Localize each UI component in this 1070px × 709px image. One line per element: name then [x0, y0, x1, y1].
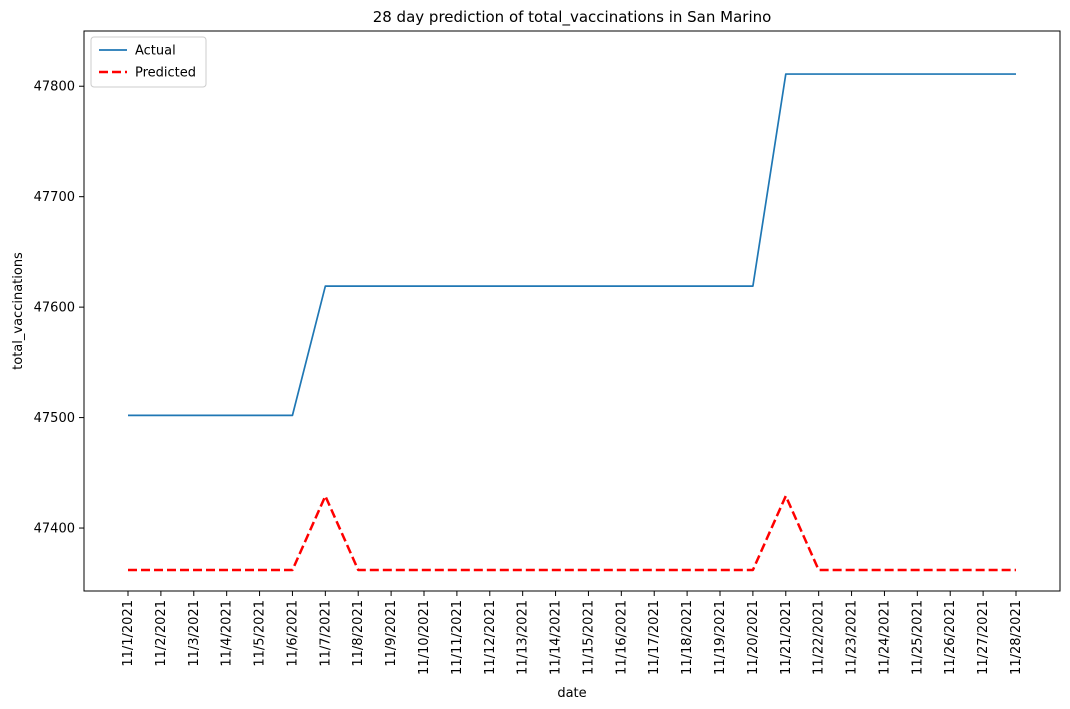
plot-frame — [83, 30, 1061, 592]
x-tick-label: 11/26/2021 — [943, 600, 958, 675]
x-tick-label: 11/11/2021 — [450, 600, 465, 675]
legend-label-predicted: Predicted — [135, 66, 196, 81]
x-axis: 11/1/2021 11/2/2021 11/3/2021 11/4/2021 11/5… — [121, 591, 1024, 675]
x-tick-label: 11/10/2021 — [417, 600, 432, 675]
x-tick-label: 11/27/2021 — [976, 600, 991, 675]
x-tick-label: 11/16/2021 — [614, 600, 629, 675]
legend-label-actual: Actual — [135, 44, 176, 59]
y-tick-label: 47700 — [34, 190, 75, 205]
x-tick-label: 11/13/2021 — [516, 600, 531, 675]
y-tick-label: 47600 — [34, 301, 75, 316]
x-tick-label: 11/23/2021 — [845, 600, 860, 675]
x-tick-label: 11/14/2021 — [549, 600, 564, 675]
x-tick-label: 11/4/2021 — [220, 600, 235, 667]
x-tick-label: 11/6/2021 — [285, 600, 300, 667]
x-tick-label: 11/2/2021 — [154, 600, 169, 667]
x-tick-label: 11/3/2021 — [187, 600, 202, 667]
x-axis-label: date — [557, 686, 586, 701]
x-tick-label: 11/22/2021 — [812, 600, 827, 675]
x-tick-label: 11/21/2021 — [779, 600, 794, 675]
chart-title: 28 day prediction of total_vaccinations … — [373, 8, 772, 27]
x-tick-label: 11/24/2021 — [877, 600, 892, 675]
x-tick-label: 11/7/2021 — [318, 600, 333, 667]
x-tick-label: 11/17/2021 — [647, 600, 662, 675]
x-tick-label: 11/1/2021 — [121, 600, 136, 667]
x-tick-label: 11/15/2021 — [581, 600, 596, 675]
y-axis-label: total_vaccinations — [11, 252, 26, 370]
legend: Actual Predicted — [90, 36, 207, 88]
x-tick-label: 11/28/2021 — [1009, 600, 1024, 675]
y-tick-label: 47800 — [34, 80, 75, 95]
series-line-actual — [128, 73, 1016, 417]
series-layer — [128, 73, 1016, 572]
x-tick-label: 11/5/2021 — [253, 600, 268, 667]
x-tick-label: 11/9/2021 — [384, 600, 399, 667]
x-tick-label: 11/25/2021 — [910, 600, 925, 675]
y-tick-label: 47400 — [34, 522, 75, 537]
x-tick-label: 11/20/2021 — [746, 600, 761, 675]
y-axis: 47400 47500 47600 47700 47800 — [34, 80, 84, 537]
x-tick-label: 11/19/2021 — [713, 600, 728, 675]
x-tick-label: 11/8/2021 — [351, 600, 366, 667]
series-line-predicted — [128, 494, 1016, 572]
x-tick-label: 11/18/2021 — [680, 600, 695, 675]
x-tick-label: 11/12/2021 — [483, 600, 498, 675]
y-tick-label: 47500 — [34, 411, 75, 426]
